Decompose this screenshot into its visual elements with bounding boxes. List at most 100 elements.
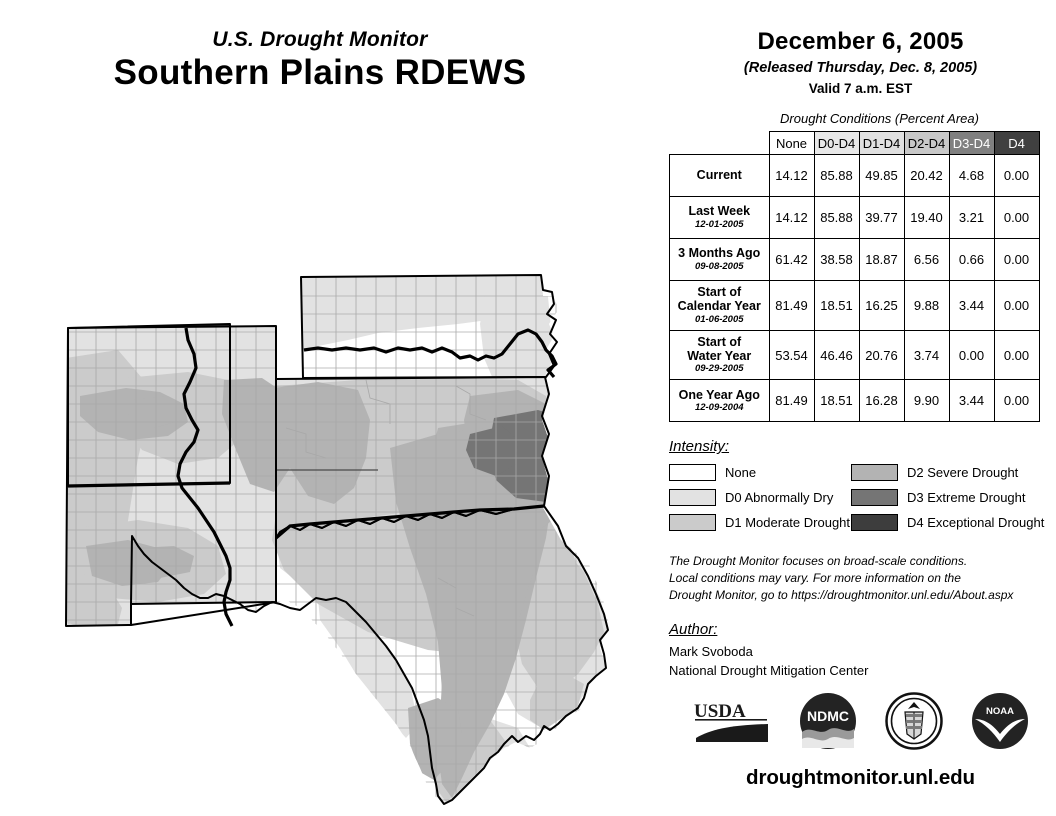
footer-url[interactable]: droughtmonitor.unl.edu: [746, 766, 975, 789]
table-caption: Drought Conditions (Percent Area): [780, 111, 979, 126]
table-row: One Year Ago 12-09-2004 81.49 18.51 16.2…: [669, 379, 1040, 423]
cell-lastweek-d1d4: 39.77: [858, 196, 905, 239]
usda-logo-text: USDA: [694, 701, 746, 722]
legend-label-d0: D0 Abnormally Dry: [725, 490, 834, 506]
cell-cal-none: 81.49: [768, 280, 815, 331]
col-header-d3d4: D3-D4: [948, 131, 995, 155]
legend-label-none: None: [725, 465, 757, 481]
col-header-d1d4: D1-D4: [858, 131, 905, 155]
cell-wat-d3d4: 0.00: [948, 329, 995, 381]
cell-1yr-d2d4: 9.90: [903, 379, 950, 423]
col-header-d2d4: D2-D4: [903, 131, 950, 155]
cell-cal-d3d4: 3.44: [948, 280, 995, 331]
cell-1yr-d3d4: 3.44: [948, 379, 995, 423]
cell-wat-d2d4: 3.74: [903, 329, 950, 381]
row-label-text: One Year Ago: [678, 387, 760, 402]
legend-item-d3: D3 Extreme Drought: [851, 485, 1041, 510]
row-label-date: 12-09-2004: [694, 402, 744, 414]
cell-current-none: 14.12: [768, 154, 815, 197]
cell-lastweek-d0d4: 85.88: [813, 196, 860, 239]
col-header-none: None: [768, 131, 815, 155]
cell-lastweek-none: 14.12: [768, 196, 815, 239]
cell-cal-d4: 0.00: [993, 280, 1040, 331]
swatch-none: [669, 464, 716, 482]
row-label-date: 09-08-2005: [694, 260, 744, 272]
cell-current-d2d4: 20.42: [903, 154, 950, 197]
released-note: (Released Thursday, Dec. 8, 2005): [743, 60, 978, 76]
swatch-d0: [669, 489, 716, 507]
legend-item-d2: D2 Severe Drought: [851, 460, 1041, 485]
cell-lastweek-d2d4: 19.40: [903, 196, 950, 239]
row-label-one-year-ago: One Year Ago 12-09-2004: [669, 379, 770, 423]
noaa-logo-text: NOAA: [986, 706, 1014, 717]
table-row: Start of Water Year 09-29-2005 53.54 46.4…: [669, 329, 1040, 381]
program-title: U.S. Drought Monitor: [212, 28, 428, 51]
row-label-last-week: Last Week 12-01-2005: [669, 196, 770, 239]
cell-3mo-d0d4: 38.58: [813, 238, 860, 281]
cell-1yr-d1d4: 16.28: [858, 379, 905, 423]
legend-label-d4: D4 Exceptional Drought: [907, 515, 1045, 531]
disclaimer: The Drought Monitor focuses on broad-sca…: [669, 553, 1056, 604]
legend-label-d3: D3 Extreme Drought: [907, 490, 1026, 506]
disclaimer-line-2: Local conditions may vary. For more info…: [669, 571, 961, 586]
col-header-d4: D4: [993, 131, 1040, 155]
author-block: Mark Svoboda National Drought Mitigation…: [669, 643, 1056, 681]
drought-map-svg[interactable]: [18, 128, 663, 808]
table-row: 3 Months Ago 09-08-2005 61.42 38.58 18.8…: [669, 238, 1040, 281]
swatch-d1: [669, 514, 716, 532]
date-block: December 6, 2005 (Released Thursday, Dec…: [665, 0, 1056, 96]
cell-wat-d4: 0.00: [993, 329, 1040, 381]
cell-wat-d1d4: 20.76: [858, 329, 905, 381]
cell-current-d0d4: 85.88: [813, 154, 860, 197]
row-label-text: 3 Months Ago: [678, 246, 761, 261]
intensity-heading: Intensity:: [669, 438, 730, 456]
usda-logo: USDA: [694, 701, 768, 742]
drought-map[interactable]: [18, 128, 663, 808]
swatch-d4: [851, 514, 898, 532]
row-label-text: Current: [696, 168, 742, 183]
cell-lastweek-d3d4: 3.21: [948, 196, 995, 239]
legend-item-d0: D0 Abnormally Dry: [669, 485, 851, 510]
intensity-legend: None D2 Severe Drought D0 Abnormally Dry…: [669, 460, 1056, 535]
region-focus-boundary: [67, 327, 558, 627]
row-label-text: Start of Water Year: [687, 334, 752, 364]
drought-area-d2: [80, 378, 578, 798]
table-row: Last Week 12-01-2005 14.12 85.88 39.77 1…: [669, 196, 1040, 239]
row-label-start-water-year: Start of Water Year 09-29-2005: [669, 329, 770, 381]
cell-1yr-none: 81.49: [768, 379, 815, 423]
row-label-date: 01-06-2005: [694, 313, 744, 325]
usda-seal-logo: [884, 692, 943, 750]
table-header-row: None D0-D4 D1-D4 D2-D4 D3-D4 D4: [670, 131, 1040, 155]
noaa-logo: NOAA: [971, 693, 1028, 749]
cell-current-d3d4: 4.68: [948, 154, 995, 197]
row-label-3-months-ago: 3 Months Ago 09-08-2005: [669, 238, 770, 281]
table-corner-blank: [670, 132, 770, 155]
disclaimer-line-3: Drought Monitor, go to https://droughtmo…: [669, 588, 1014, 603]
swatch-d3: [851, 489, 898, 507]
legend-item-d4: D4 Exceptional Drought: [851, 510, 1045, 535]
cell-cal-d1d4: 16.25: [858, 280, 905, 331]
col-header-d0d4: D0-D4: [813, 131, 860, 155]
cell-cal-d2d4: 9.88: [903, 280, 950, 331]
row-label-start-calendar-year: Start of Calendar Year 01-06-2005: [669, 280, 770, 331]
legend-item-d1: D1 Moderate Drought: [669, 510, 851, 535]
cell-wat-none: 53.54: [768, 329, 815, 381]
cell-current-d1d4: 49.85: [858, 154, 905, 197]
legend-label-d1: D1 Moderate Drought: [725, 515, 851, 531]
author-heading: Author:: [669, 621, 718, 639]
author-name: Mark Svoboda: [669, 644, 753, 660]
page-title: Southern Plains RDEWS: [113, 53, 527, 93]
cell-3mo-d3d4: 0.66: [948, 238, 995, 281]
cell-wat-d0d4: 46.46: [813, 329, 860, 381]
author-org: National Drought Mitigation Center: [669, 663, 869, 679]
cell-1yr-d4: 0.00: [993, 379, 1040, 423]
legend-item-none: None: [669, 460, 851, 485]
ndmc-logo-text: NDMC: [807, 708, 849, 724]
valid-time: Valid 7 a.m. EST: [808, 81, 913, 96]
cell-3mo-d2d4: 6.56: [903, 238, 950, 281]
table-row: Start of Calendar Year 01-06-2005 81.49 1…: [669, 280, 1040, 331]
disclaimer-line-1: The Drought Monitor focuses on broad-sca…: [669, 554, 968, 569]
row-label-current: Current: [669, 154, 770, 197]
row-label-date: 12-01-2005: [694, 218, 744, 230]
row-label-date: 09-29-2005: [694, 363, 744, 375]
